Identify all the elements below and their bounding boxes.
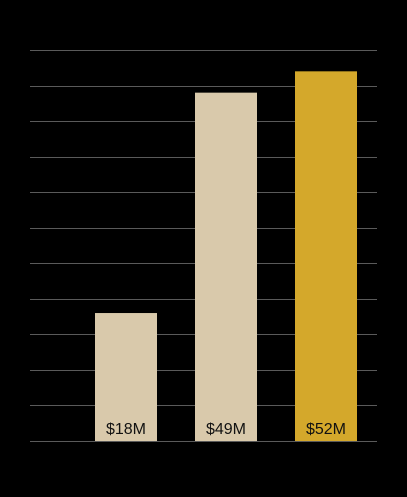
value-label: $49M <box>206 421 246 438</box>
bar <box>95 313 157 441</box>
bar <box>195 92 257 442</box>
value-label: $18M <box>106 421 146 438</box>
bar <box>295 71 357 441</box>
value-label: $52M <box>306 421 346 438</box>
